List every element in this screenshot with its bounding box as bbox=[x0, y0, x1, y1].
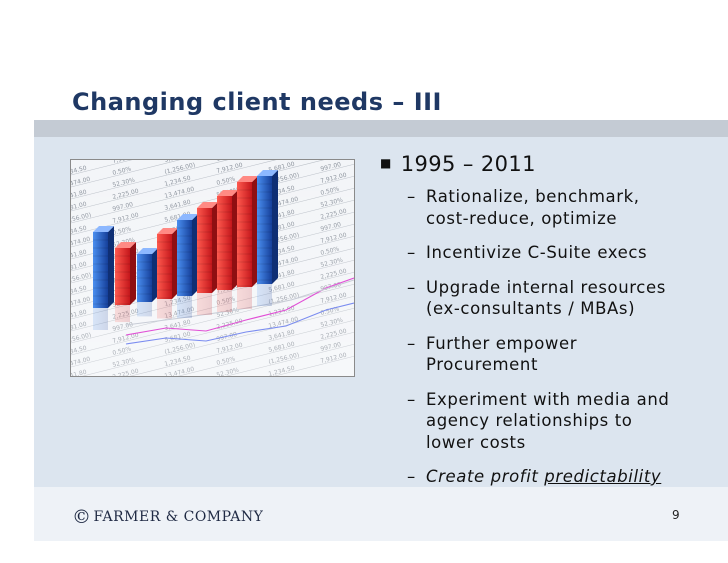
underlined-emphasis: predictability bbox=[544, 467, 662, 486]
sub-bullet: – Create profit predictability bbox=[407, 466, 710, 488]
bar-red bbox=[217, 190, 238, 312]
sub-bullet: – Upgrade internal resources (ex-consult… bbox=[407, 277, 710, 320]
bullet-heading-text: 1995 – 2011 bbox=[400, 152, 536, 176]
dash-bullet-icon: – bbox=[407, 389, 416, 409]
footer-band bbox=[34, 487, 728, 541]
sub-bullet: – Incentivize C-Suite execs bbox=[407, 242, 710, 264]
bar-face bbox=[217, 196, 232, 290]
grey-trace bbox=[125, 279, 354, 326]
title-divider-bar bbox=[34, 120, 728, 137]
bullet-heading: ■ 1995 – 2011 bbox=[380, 150, 710, 178]
bar-reflection bbox=[237, 287, 252, 309]
bar-face bbox=[257, 176, 272, 284]
bar-blue bbox=[257, 170, 278, 306]
sub-bullet-line: lower costs bbox=[426, 432, 526, 452]
bar-side bbox=[172, 228, 178, 299]
bar-side bbox=[192, 214, 198, 296]
bar-top bbox=[237, 176, 258, 182]
line-chart-traces bbox=[125, 277, 354, 345]
bar-reflection bbox=[197, 293, 212, 315]
sub-bullet-line: Upgrade internal resources bbox=[426, 277, 666, 297]
bar-side bbox=[108, 226, 114, 308]
blue-trace bbox=[125, 302, 354, 345]
dash-bullet-icon: – bbox=[407, 243, 416, 262]
bar-red bbox=[197, 202, 218, 315]
bar-group bbox=[93, 170, 278, 330]
sub-bullet-text: Create profit bbox=[426, 467, 545, 486]
company-name: FARMER & COMPANY bbox=[93, 509, 264, 525]
bar-blue bbox=[93, 226, 114, 330]
sub-bullet: – Rationalize, benchmark, cost-reduce, o… bbox=[407, 186, 710, 229]
bar-face bbox=[177, 220, 192, 296]
bar-side bbox=[152, 248, 158, 302]
bullet-list: ■ 1995 – 2011 – Rationalize, benchmark, … bbox=[380, 150, 710, 488]
bar-face bbox=[115, 248, 130, 305]
bar-blue bbox=[177, 214, 198, 318]
stock-chart-photo: 1,234.507,912.003,641.8052.30%(1,256.00)… bbox=[70, 159, 355, 377]
bar-side bbox=[232, 190, 238, 290]
dash-bullet-icon: – bbox=[407, 333, 416, 353]
magenta-trace bbox=[125, 277, 354, 336]
bar-side bbox=[212, 202, 218, 293]
company-logo: © FARMER & COMPANY bbox=[72, 506, 263, 528]
slide-title: Changing client needs – III bbox=[72, 88, 442, 116]
bar-top bbox=[157, 228, 178, 234]
sub-bullet-line: cost-reduce, optimize bbox=[426, 208, 618, 228]
bar-face bbox=[197, 208, 212, 293]
sub-bullet-line: agency relationships to bbox=[426, 411, 633, 430]
bar-side bbox=[252, 176, 258, 287]
page-number: 9 bbox=[672, 508, 680, 522]
bar-face bbox=[157, 234, 172, 299]
bar-top bbox=[217, 190, 238, 196]
bar-red bbox=[115, 242, 136, 323]
bar-face bbox=[137, 254, 152, 302]
bar-face bbox=[237, 182, 252, 287]
bar-reflection bbox=[93, 308, 108, 330]
bar-reflection bbox=[177, 296, 192, 318]
sub-bullet-line: (ex-consultants / MBAs) bbox=[426, 299, 636, 318]
sub-bullet-line: Experiment with media and bbox=[426, 389, 670, 409]
bar-reflection bbox=[257, 284, 272, 306]
dash-bullet-icon: – bbox=[407, 467, 416, 486]
stock-chart-illustration: 1,234.507,912.003,641.8052.30%(1,256.00)… bbox=[71, 160, 354, 376]
bar-blue bbox=[137, 248, 158, 317]
sub-bullet-line: Further empower bbox=[426, 333, 578, 353]
bar-side bbox=[130, 242, 136, 305]
bar-top bbox=[115, 242, 136, 248]
sub-bullet-line: Rationalize, benchmark, bbox=[426, 187, 640, 206]
dash-bullet-icon: – bbox=[407, 277, 416, 297]
bar-red bbox=[157, 228, 178, 319]
bar-reflection bbox=[217, 290, 232, 312]
bar-top bbox=[177, 214, 198, 220]
bar-side bbox=[272, 170, 278, 284]
bar-reflection bbox=[157, 299, 172, 319]
sub-bullet: – Experiment with media and agency relat… bbox=[407, 389, 710, 454]
square-bullet-icon: ■ bbox=[380, 156, 392, 170]
sub-bullet-line: Procurement bbox=[426, 355, 539, 374]
bar-reflection bbox=[115, 305, 130, 323]
bar-top bbox=[93, 226, 114, 232]
dash-bullet-icon: – bbox=[407, 187, 416, 206]
bar-reflection bbox=[137, 302, 152, 317]
bar-red bbox=[237, 176, 258, 309]
bar-top bbox=[137, 248, 158, 254]
bar-top bbox=[257, 170, 278, 176]
sub-bullet-line: Incentivize C-Suite execs bbox=[426, 243, 648, 262]
bar-top bbox=[197, 202, 218, 208]
copyright-symbol: © bbox=[72, 506, 92, 528]
bar-face bbox=[93, 232, 108, 308]
sub-bullet: – Further empower Procurement bbox=[407, 333, 710, 376]
